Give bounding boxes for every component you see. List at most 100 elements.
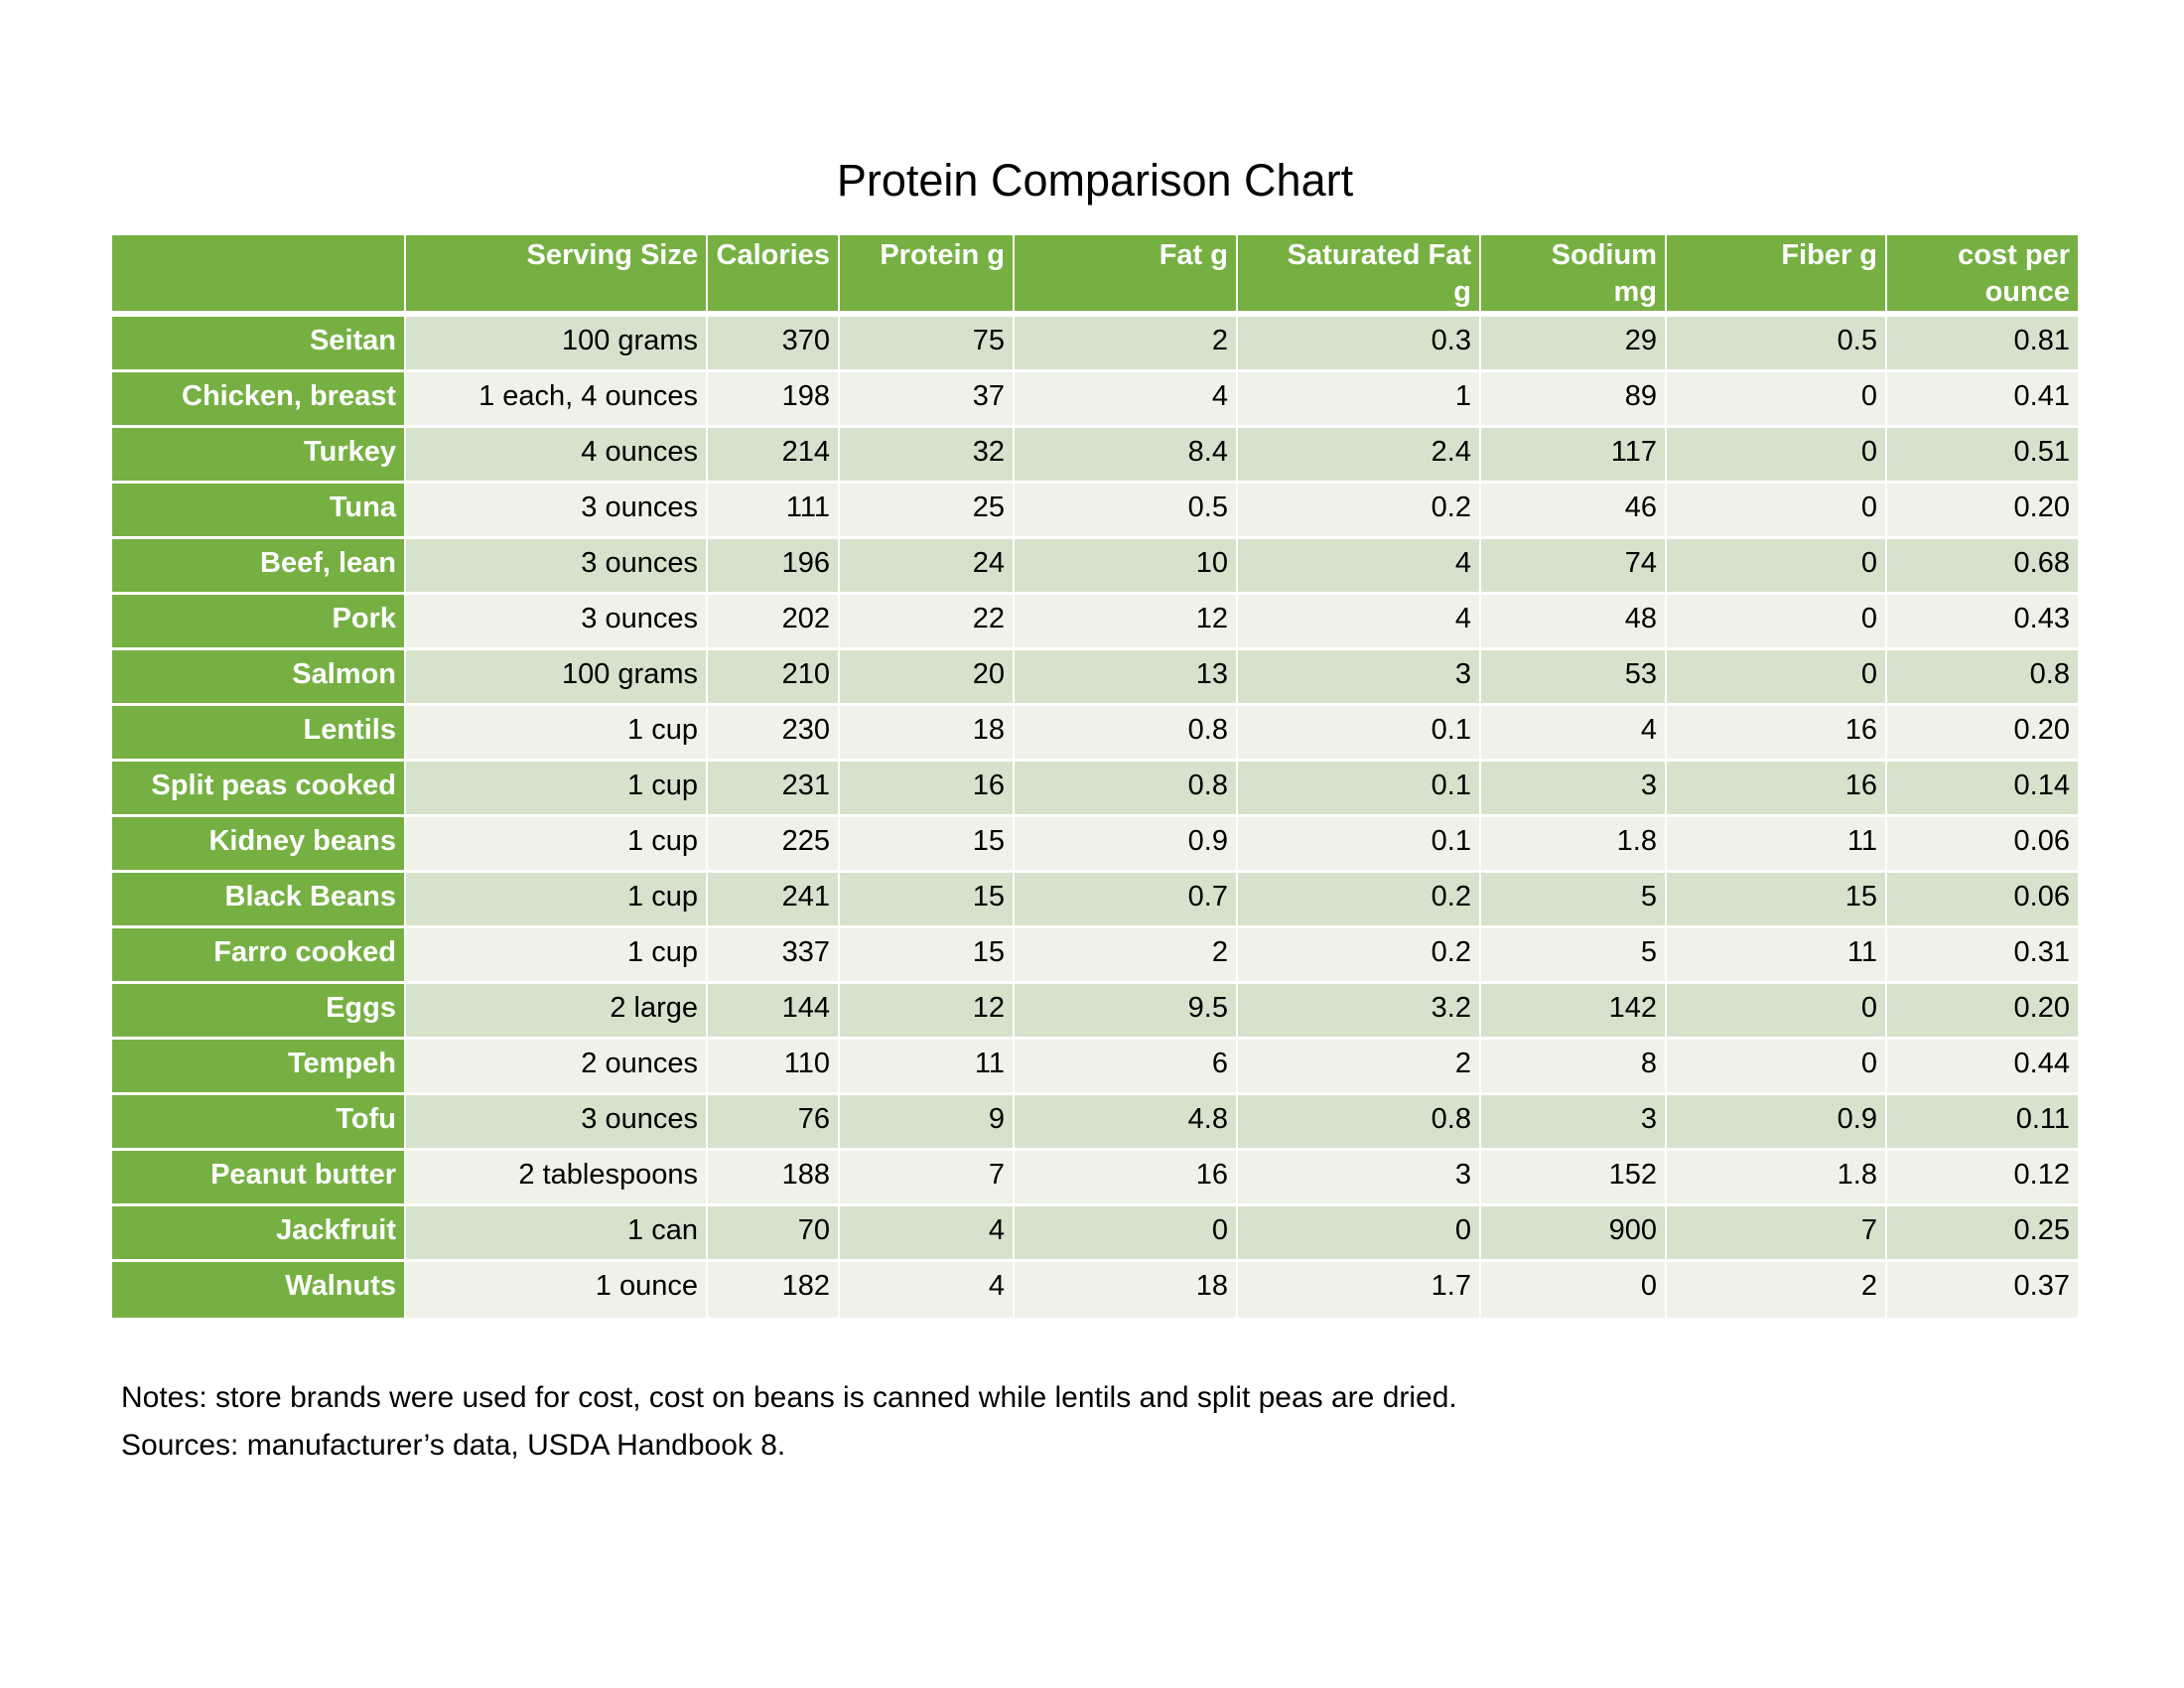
data-cell: 5 (1481, 873, 1667, 928)
data-cell: 188 (708, 1151, 840, 1206)
data-cell: 0 (1667, 539, 1887, 595)
data-cell: 100 grams (406, 650, 708, 706)
data-cell: 0.20 (1887, 706, 2078, 762)
data-cell: 0 (1015, 1206, 1238, 1262)
data-cell: 0.12 (1887, 1151, 2078, 1206)
data-cell: 0.1 (1238, 762, 1481, 817)
data-cell: 142 (1481, 984, 1667, 1040)
data-cell: 3 (1481, 762, 1667, 817)
data-cell: 37 (840, 372, 1015, 428)
data-cell: 4 (840, 1262, 1015, 1318)
data-cell: 8.4 (1015, 428, 1238, 484)
table-row: Black Beans 1 cup 241 15 0.7 0.2 5 15 0.06 (112, 873, 2078, 928)
data-cell: 13 (1015, 650, 1238, 706)
data-cell: 2 tablespoons (406, 1151, 708, 1206)
row-label: Jackfruit (112, 1206, 406, 1262)
data-cell: 16 (1667, 706, 1887, 762)
corner-header-cell (112, 235, 406, 317)
data-cell: 0.43 (1887, 595, 2078, 650)
table-row: Seitan 100 grams 370 75 2 0.3 29 0.5 0.81 (112, 317, 2078, 372)
data-cell: 0.7 (1015, 873, 1238, 928)
data-cell: 8 (1481, 1040, 1667, 1095)
table-row: Tempeh 2 ounces 110 11 6 2 8 0 0.44 (112, 1040, 2078, 1095)
data-cell: 2 (1667, 1262, 1887, 1318)
column-header: Serving Size (406, 235, 708, 317)
data-cell: 2 large (406, 984, 708, 1040)
data-cell: 3 ounces (406, 1095, 708, 1151)
data-cell: 15 (840, 873, 1015, 928)
data-cell: 2 (1015, 317, 1238, 372)
table-row: Turkey 4 ounces 214 32 8.4 2.4 117 0 0.51 (112, 428, 2078, 484)
data-cell: 0 (1667, 428, 1887, 484)
data-cell: 231 (708, 762, 840, 817)
data-cell: 0.51 (1887, 428, 2078, 484)
data-cell: 75 (840, 317, 1015, 372)
data-cell: 0.9 (1667, 1095, 1887, 1151)
data-cell: 0.2 (1238, 928, 1481, 984)
row-label: Farro cooked (112, 928, 406, 984)
data-cell: 0.25 (1887, 1206, 2078, 1262)
data-cell: 22 (840, 595, 1015, 650)
data-cell: 10 (1015, 539, 1238, 595)
data-cell: 337 (708, 928, 840, 984)
column-header: Protein g (840, 235, 1015, 317)
data-cell: 3 ounces (406, 539, 708, 595)
table-row: Eggs 2 large 144 12 9.5 3.2 142 0 0.20 (112, 984, 2078, 1040)
data-cell: 210 (708, 650, 840, 706)
footnotes: Notes: store brands were used for cost, … (121, 1374, 1457, 1470)
row-label: Seitan (112, 317, 406, 372)
row-label: Peanut butter (112, 1151, 406, 1206)
table-row: Pork 3 ounces 202 22 12 4 48 0 0.43 (112, 595, 2078, 650)
data-cell: 0.06 (1887, 817, 2078, 873)
data-cell: 0.8 (1015, 762, 1238, 817)
row-label: Black Beans (112, 873, 406, 928)
notes-line-1: Notes: store brands were used for cost, … (121, 1381, 1457, 1414)
page-title: Protein Comparison Chart (836, 155, 1354, 206)
data-cell: 15 (840, 817, 1015, 873)
data-cell: 0.37 (1887, 1262, 2078, 1318)
row-label: Lentils (112, 706, 406, 762)
row-label: Salmon (112, 650, 406, 706)
data-cell: 0.2 (1238, 873, 1481, 928)
data-cell: 1 cup (406, 928, 708, 984)
data-cell: 15 (1667, 873, 1887, 928)
data-cell: 0.68 (1887, 539, 2078, 595)
row-label: Beef, lean (112, 539, 406, 595)
data-cell: 1.7 (1238, 1262, 1481, 1318)
data-cell: 0.81 (1887, 317, 2078, 372)
data-cell: 0.20 (1887, 984, 2078, 1040)
data-cell: 0.31 (1887, 928, 2078, 984)
data-cell: 1 cup (406, 873, 708, 928)
column-header: Saturated Fat g (1238, 235, 1481, 317)
data-cell: 214 (708, 428, 840, 484)
column-header: Sodium mg (1481, 235, 1667, 317)
data-cell: 0.44 (1887, 1040, 2078, 1095)
data-cell: 18 (1015, 1262, 1238, 1318)
data-cell: 144 (708, 984, 840, 1040)
data-cell: 0.8 (1238, 1095, 1481, 1151)
data-cell: 1 cup (406, 762, 708, 817)
data-cell: 0 (1667, 595, 1887, 650)
data-cell: 0.1 (1238, 817, 1481, 873)
data-cell: 48 (1481, 595, 1667, 650)
data-cell: 0 (1481, 1262, 1667, 1318)
table-row: Salmon 100 grams 210 20 13 3 53 0 0.8 (112, 650, 2078, 706)
data-cell: 32 (840, 428, 1015, 484)
data-cell: 110 (708, 1040, 840, 1095)
data-cell: 0.8 (1015, 706, 1238, 762)
data-cell: 24 (840, 539, 1015, 595)
data-cell: 370 (708, 317, 840, 372)
row-label: Split peas cooked (112, 762, 406, 817)
data-cell: 202 (708, 595, 840, 650)
data-cell: 241 (708, 873, 840, 928)
row-label: Eggs (112, 984, 406, 1040)
column-header: Fat g (1015, 235, 1238, 317)
data-cell: 1.8 (1481, 817, 1667, 873)
data-cell: 0 (1667, 372, 1887, 428)
column-header: Fiber g (1667, 235, 1887, 317)
data-cell: 4 (1481, 706, 1667, 762)
data-cell: 29 (1481, 317, 1667, 372)
table-row: Jackfruit 1 can 70 4 0 0 900 7 0.25 (112, 1206, 2078, 1262)
data-cell: 12 (840, 984, 1015, 1040)
data-cell: 70 (708, 1206, 840, 1262)
